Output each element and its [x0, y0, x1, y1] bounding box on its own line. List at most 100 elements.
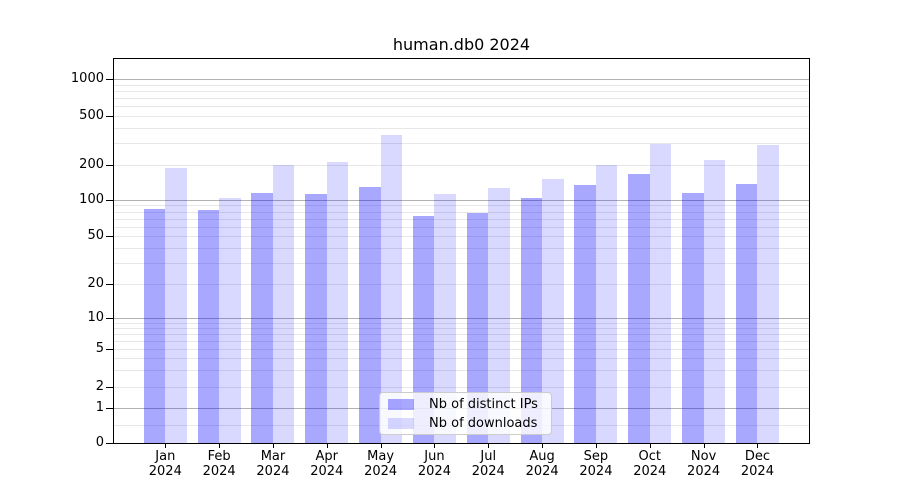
minor-gridline — [114, 334, 809, 336]
bar-downloads-jun — [434, 193, 456, 443]
x-tick-label: May 2024 — [364, 449, 398, 479]
y-tick-mark — [106, 236, 113, 237]
x-tick-mark — [165, 444, 167, 448]
bar-downloads-dec — [757, 144, 779, 443]
minor-gridline — [114, 386, 809, 388]
legend-label-distinct-ips: Nb of distinct IPs — [429, 396, 538, 412]
x-tick-mark — [703, 444, 705, 448]
y-tick-mark — [106, 200, 113, 201]
bar-distinct-ips-jun — [412, 216, 435, 443]
y-tick-label: 2 — [95, 378, 104, 394]
x-tick-label: Mar 2024 — [256, 449, 290, 479]
minor-gridline — [114, 164, 809, 166]
y-tick-mark — [106, 349, 113, 350]
bar-downloads-oct — [649, 144, 672, 443]
y-tick-mark — [106, 79, 113, 80]
bar-downloads-jul — [488, 187, 510, 443]
minor-gridline — [114, 143, 809, 145]
bar-distinct-ips-jul — [466, 212, 489, 443]
legend-swatch-downloads — [388, 417, 414, 429]
x-tick-label: Aug 2024 — [525, 449, 559, 479]
legend-row-distinct-ips: Nb of distinct IPs — [386, 397, 545, 412]
minor-gridline — [114, 247, 809, 249]
x-tick-mark — [757, 444, 759, 448]
y-tick-label: 50 — [87, 228, 104, 243]
y-tick-mark — [106, 284, 113, 285]
minor-gridline — [114, 322, 809, 324]
y-tick-mark — [106, 442, 113, 444]
bar-distinct-ips-aug — [520, 197, 543, 443]
bar-downloads-nov — [703, 159, 726, 443]
minor-gridline — [114, 98, 809, 100]
x-tick-mark — [649, 444, 651, 448]
minor-gridline — [114, 116, 809, 117]
y-tick-label: 5 — [95, 341, 104, 356]
x-tick-mark — [595, 444, 597, 448]
minor-gridline — [114, 349, 809, 350]
plot-area — [113, 58, 810, 444]
bar-downloads-sep — [595, 164, 618, 443]
x-tick-label: Jan 2024 — [148, 449, 182, 479]
y-tick-label: 20 — [87, 276, 104, 291]
minor-gridline — [114, 226, 809, 228]
minor-gridline — [114, 106, 809, 108]
minor-gridline — [114, 218, 809, 220]
legend-row-downloads: Nb of downloads — [386, 416, 545, 431]
x-tick-label: Oct 2024 — [633, 449, 667, 479]
major-gridline — [114, 200, 809, 201]
y-tick-mark — [106, 116, 113, 117]
minor-gridline — [114, 236, 809, 237]
minor-gridline — [114, 90, 809, 92]
bar-downloads-may — [380, 134, 403, 443]
bar-downloads-mar — [272, 165, 295, 443]
bar-distinct-ips-apr — [305, 194, 327, 443]
minor-gridline — [114, 340, 809, 342]
legend: Nb of distinct IPs Nb of downloads — [379, 392, 552, 435]
minor-gridline — [114, 262, 809, 264]
x-tick-mark — [272, 444, 274, 448]
y-tick-mark — [106, 318, 113, 320]
x-tick-label: Nov 2024 — [687, 449, 721, 479]
minor-gridline — [114, 205, 809, 207]
minor-gridline — [114, 211, 809, 213]
minor-gridline — [114, 127, 809, 129]
bar-distinct-ips-oct — [628, 174, 650, 443]
y-tick-mark — [106, 407, 113, 409]
x-tick-label: Sep 2024 — [579, 449, 613, 479]
minor-gridline — [114, 284, 809, 285]
bar-distinct-ips-mar — [251, 192, 273, 443]
bar-distinct-ips-dec — [735, 183, 758, 443]
x-tick-mark — [326, 444, 328, 448]
y-tick-label: 1000 — [70, 71, 104, 86]
x-tick-label: Feb 2024 — [202, 449, 236, 479]
minor-gridline — [114, 328, 809, 330]
bar-downloads-feb — [219, 197, 241, 443]
bar-distinct-ips-nov — [682, 192, 704, 443]
minor-gridline — [114, 370, 809, 372]
y-tick-label: 200 — [79, 156, 104, 172]
bar-downloads-apr — [326, 161, 349, 443]
x-tick-label: Jun 2024 — [417, 449, 451, 479]
y-tick-label: 500 — [79, 108, 104, 123]
y-tick-mark — [106, 164, 113, 166]
bar-distinct-ips-jan — [143, 209, 166, 443]
y-tick-label: 100 — [79, 192, 104, 207]
x-tick-mark — [434, 444, 436, 448]
major-gridline — [114, 79, 809, 80]
y-tick-label: 10 — [87, 310, 104, 326]
x-tick-mark — [488, 444, 490, 448]
legend-label-downloads: Nb of downloads — [429, 415, 538, 431]
y-tick-label: 1 — [95, 399, 104, 415]
minor-gridline — [114, 84, 809, 86]
bar-distinct-ips-may — [359, 186, 381, 443]
x-tick-mark — [380, 444, 382, 448]
chart-title: human.db0 2024 — [392, 35, 531, 54]
x-tick-mark — [542, 444, 544, 448]
x-tick-label: Dec 2024 — [740, 449, 774, 479]
x-tick-mark — [219, 444, 221, 448]
bar-distinct-ips-feb — [197, 210, 220, 443]
y-tick-label: 0 — [95, 434, 104, 450]
x-tick-label: Apr 2024 — [310, 449, 344, 479]
minor-gridline — [114, 358, 809, 360]
